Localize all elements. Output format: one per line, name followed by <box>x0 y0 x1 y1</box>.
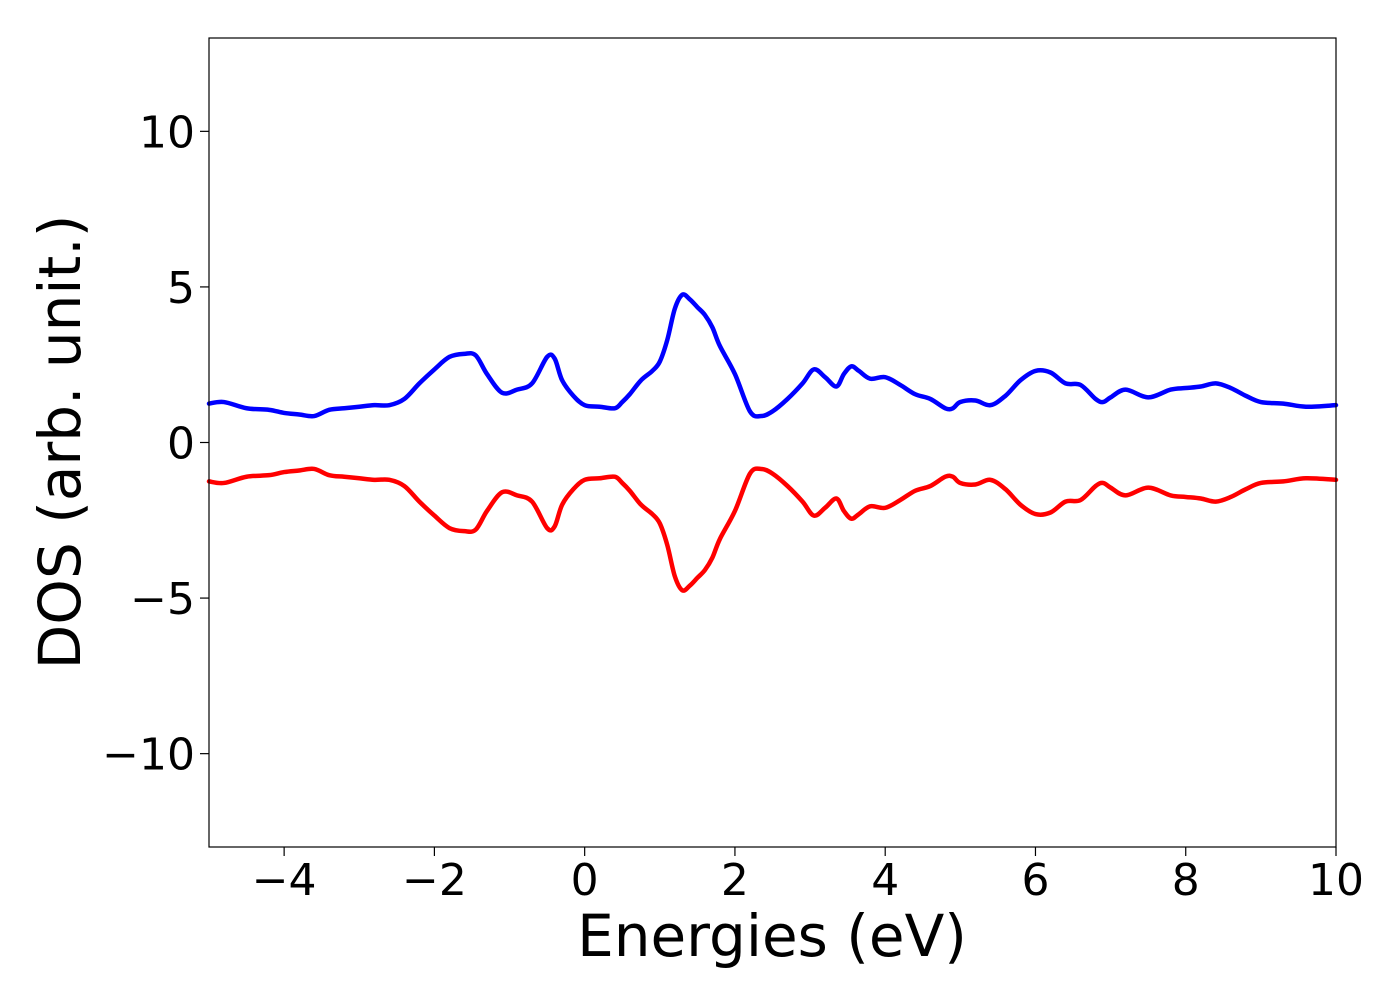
x-tick-label: 0 <box>571 855 599 906</box>
y-tick-label: −10 <box>102 730 195 781</box>
y-tick-label: 0 <box>167 419 195 470</box>
y-tick-label: −5 <box>130 574 195 625</box>
x-tick-label: 2 <box>721 855 749 906</box>
series-line-spin-down <box>206 466 1339 593</box>
x-tick-label: 4 <box>871 855 899 906</box>
y-tick-label: 10 <box>139 107 195 158</box>
series-layer <box>206 292 1339 593</box>
x-axis-ticks: −4 −2 0 2 4 6 8 10 <box>252 847 1364 906</box>
series-line-spin-up <box>206 292 1339 419</box>
x-tick-label: −4 <box>252 855 317 906</box>
x-tick-label: 10 <box>1308 855 1364 906</box>
x-tick-label: 8 <box>1172 855 1200 906</box>
x-tick-label: 6 <box>1021 855 1049 906</box>
y-axis-ticks: −10 −5 0 5 10 <box>102 107 209 781</box>
y-tick-label: 5 <box>167 263 195 314</box>
x-axis-title: Energies (eV) <box>577 902 967 970</box>
x-tick-label: −2 <box>402 855 467 906</box>
y-axis-title: DOS (arb. unit.) <box>26 215 94 670</box>
plot-area <box>209 38 1336 847</box>
